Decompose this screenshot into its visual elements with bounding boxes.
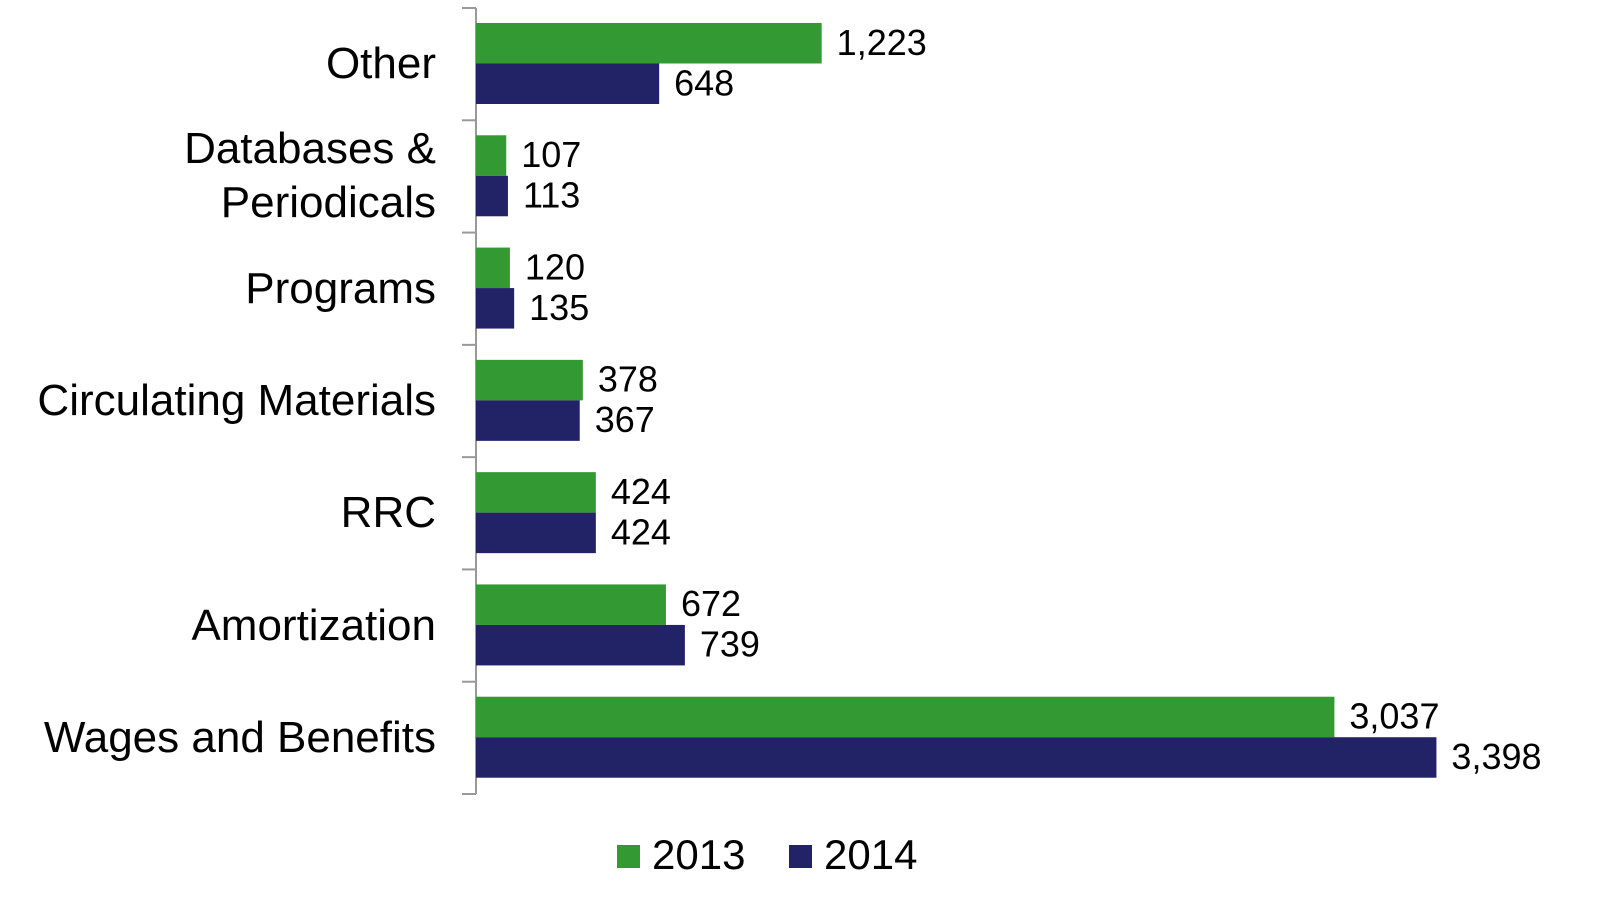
category-label: Amortization bbox=[191, 600, 436, 650]
value-label: 3,037 bbox=[1349, 695, 1439, 736]
value-label: 107 bbox=[521, 134, 581, 175]
bar bbox=[476, 175, 508, 217]
bar bbox=[476, 696, 1335, 738]
bar bbox=[476, 400, 580, 441]
bar bbox=[476, 23, 822, 64]
value-label: 648 bbox=[674, 62, 734, 103]
value-label: 378 bbox=[598, 359, 658, 400]
value-label: 672 bbox=[681, 583, 741, 624]
category-label: RRC bbox=[340, 488, 436, 538]
value-label: 424 bbox=[611, 511, 671, 552]
bar bbox=[476, 63, 660, 104]
bar bbox=[476, 247, 510, 289]
bar bbox=[476, 135, 507, 176]
bar bbox=[476, 288, 515, 329]
value-label: 424 bbox=[611, 471, 671, 512]
value-label: 3,398 bbox=[1451, 736, 1541, 777]
value-label: 120 bbox=[525, 246, 585, 287]
legend-label: 2013 bbox=[652, 831, 745, 878]
bar bbox=[476, 584, 666, 625]
value-label: 739 bbox=[700, 624, 760, 665]
value-label: 135 bbox=[529, 287, 589, 328]
legend-swatch bbox=[789, 845, 812, 868]
bar bbox=[476, 512, 596, 554]
bar bbox=[476, 359, 583, 401]
category-label: Wages and Benefits bbox=[43, 712, 436, 762]
value-label: 113 bbox=[523, 175, 580, 216]
legend-label: 2014 bbox=[824, 831, 917, 878]
value-label: 1,223 bbox=[837, 22, 927, 63]
category-label: Other bbox=[325, 39, 436, 89]
legend-swatch bbox=[617, 845, 640, 868]
category-label: Databases & Periodicals bbox=[184, 124, 436, 228]
value-label: 367 bbox=[595, 399, 655, 440]
category-label: Circulating Materials bbox=[37, 375, 436, 425]
bar bbox=[476, 472, 596, 513]
bar bbox=[476, 624, 685, 666]
bar bbox=[476, 737, 1437, 778]
category-label: Programs bbox=[245, 263, 436, 313]
